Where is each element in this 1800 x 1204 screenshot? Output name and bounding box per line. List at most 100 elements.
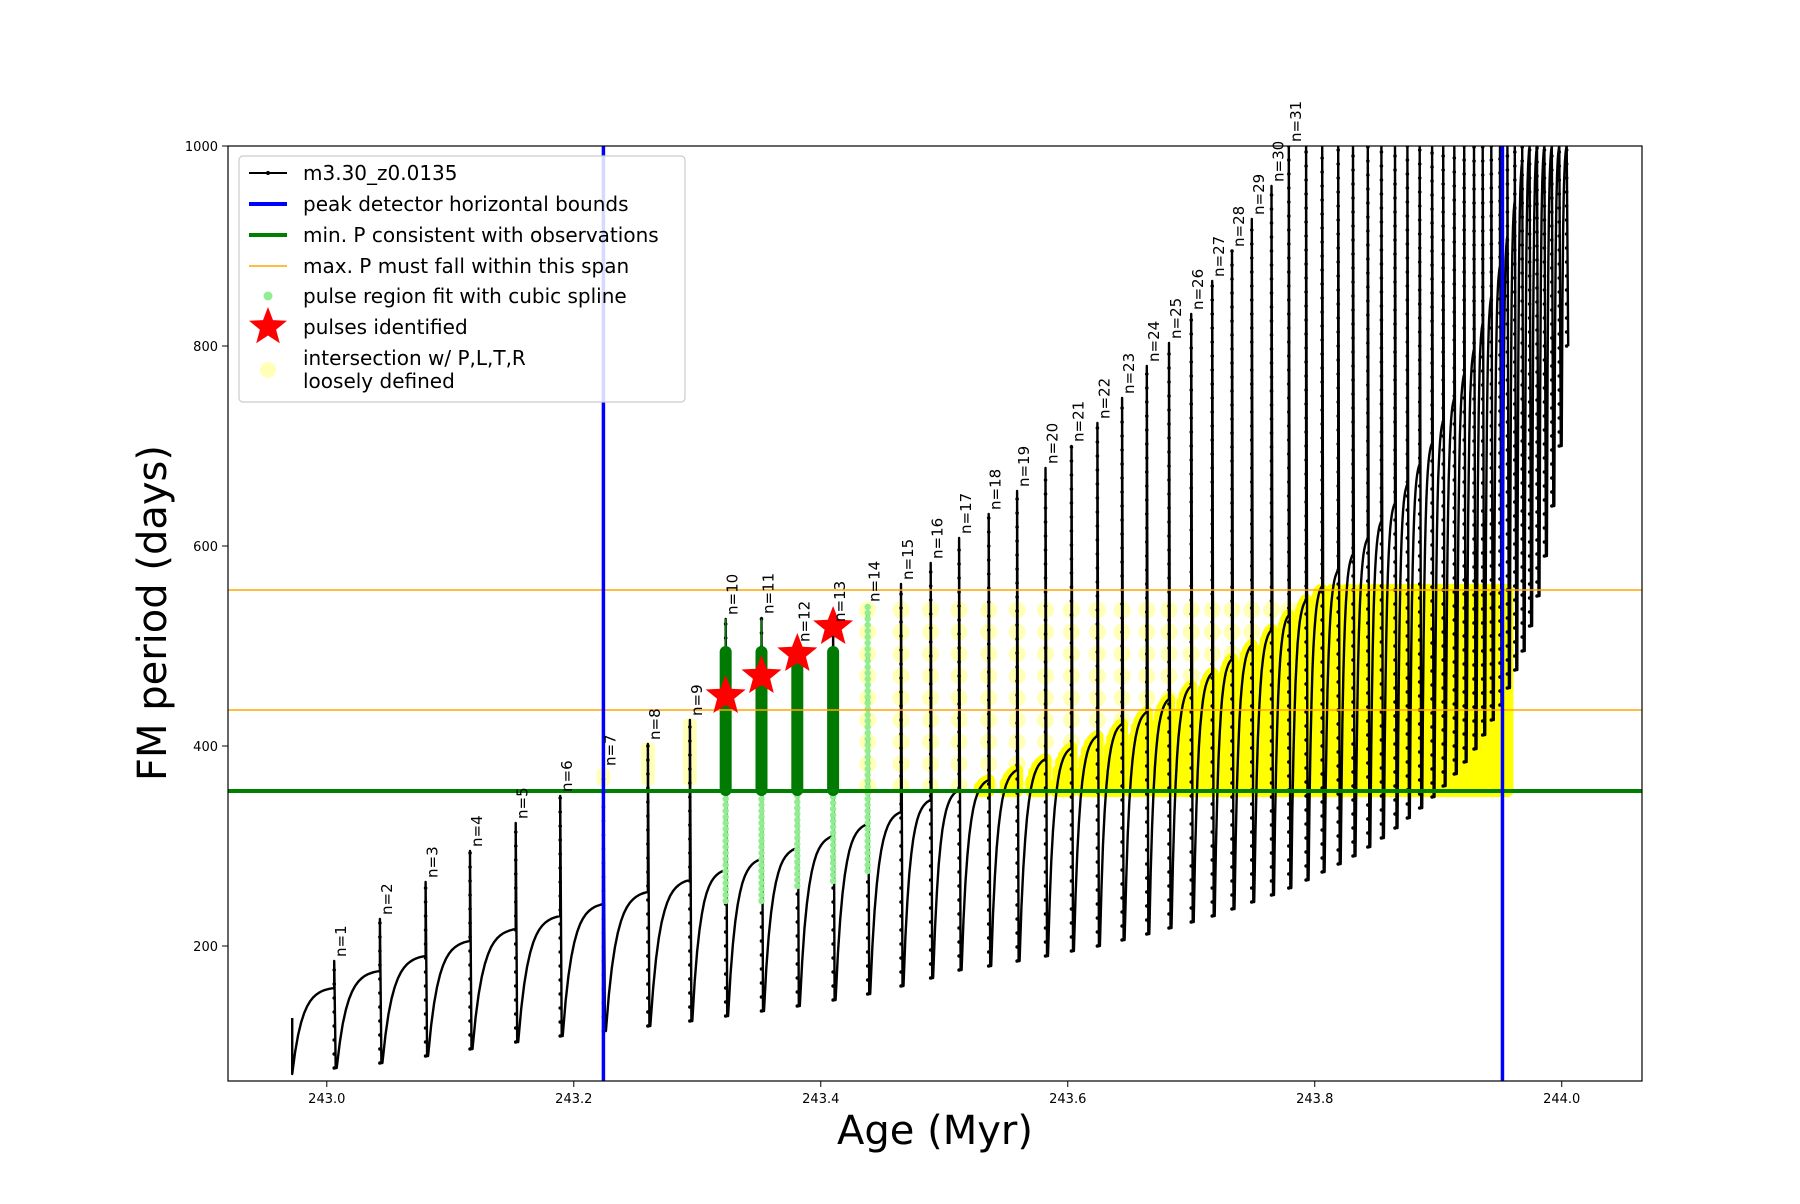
track-marker: [1249, 592, 1254, 596]
track-marker: [378, 921, 382, 925]
pulse-label: n=13: [831, 581, 849, 622]
track-marker: [1144, 400, 1149, 404]
track-marker: [1287, 830, 1291, 834]
track-marker: [1462, 648, 1466, 652]
track-marker: [1542, 148, 1547, 152]
track-marker: [1189, 612, 1194, 616]
track-marker: [928, 850, 933, 854]
track-marker: [986, 628, 991, 632]
track-marker: [1269, 557, 1274, 561]
track-marker: [1336, 414, 1341, 418]
legend-handle: [260, 362, 276, 378]
track-marker: [1550, 364, 1554, 368]
track-marker: [928, 640, 933, 644]
track-marker: [1069, 515, 1074, 519]
track-marker: [1527, 540, 1532, 544]
track-marker: [1230, 879, 1234, 883]
track-marker: [513, 914, 518, 918]
track-marker: [1405, 816, 1410, 820]
track-marker: [378, 1047, 382, 1051]
track-marker: [957, 842, 961, 846]
track-marker: [1441, 308, 1445, 312]
track-marker: [1520, 523, 1525, 527]
track-marker: [1441, 294, 1445, 298]
track-marker: [1513, 500, 1517, 504]
track-marker: [1505, 280, 1510, 284]
track-marker: [1480, 146, 1485, 149]
track-marker: [1550, 476, 1554, 480]
track-marker: [1249, 410, 1254, 414]
track-marker: [1095, 454, 1100, 458]
track-marker: [513, 1040, 518, 1044]
track-marker: [1210, 900, 1215, 904]
track-marker: [1269, 389, 1274, 393]
track-marker: [1513, 360, 1517, 364]
spline-dot: [864, 711, 871, 719]
track-marker: [1230, 333, 1234, 337]
track-marker: [899, 970, 903, 974]
track-marker: [1320, 170, 1324, 174]
track-marker: [1336, 820, 1341, 824]
track-marker: [1043, 730, 1048, 734]
pulse-label: n=6: [558, 760, 576, 792]
track-marker: [1167, 842, 1171, 846]
track-marker: [332, 1038, 337, 1042]
track-marker: [1441, 686, 1445, 690]
track-marker: [1557, 276, 1562, 280]
track-marker: [1527, 302, 1532, 306]
track-marker: [957, 912, 961, 916]
track-marker: [1472, 579, 1476, 583]
track-marker: [1480, 173, 1485, 177]
track-marker: [1462, 718, 1466, 722]
track-marker: [899, 984, 903, 988]
track-marker: [1550, 406, 1554, 410]
track-marker: [831, 956, 835, 960]
track-marker: [1535, 454, 1539, 458]
track-marker: [1480, 467, 1485, 471]
track-marker: [723, 972, 728, 976]
track-marker: [1120, 644, 1124, 648]
track-marker: [1417, 288, 1422, 292]
track-marker: [1452, 170, 1457, 174]
track-marker: [1480, 383, 1485, 387]
track-marker: [1144, 820, 1149, 824]
track-marker: [1095, 482, 1100, 486]
track-marker: [1304, 430, 1308, 434]
track-marker: [1336, 498, 1341, 502]
track-marker: [1513, 206, 1517, 210]
track-marker: [1452, 646, 1457, 650]
track-marker: [1379, 388, 1384, 392]
track-marker: [1527, 428, 1532, 432]
track-marker: [1120, 784, 1124, 788]
track-marker: [1527, 190, 1532, 194]
track-marker: [1441, 280, 1445, 284]
track-marker: [1480, 537, 1485, 541]
track-marker: [1336, 554, 1341, 558]
track-marker: [1304, 864, 1308, 868]
track-marker: [1095, 692, 1100, 696]
track-marker: [1120, 854, 1124, 858]
track-marker: [1230, 683, 1234, 687]
track-marker: [1230, 697, 1234, 701]
pulse-label: n=4: [468, 815, 486, 847]
track-marker: [646, 744, 650, 748]
track-marker: [1527, 456, 1532, 460]
track-marker: [1320, 478, 1324, 482]
spline-dot: [794, 798, 801, 806]
track-marker: [1393, 756, 1397, 760]
track-marker: [1441, 238, 1445, 242]
track-marker: [899, 592, 903, 596]
spline-dot: [864, 795, 871, 803]
track-marker: [1393, 798, 1397, 802]
track-marker: [1189, 850, 1194, 854]
track-marker: [1379, 654, 1384, 658]
track-marker: [1043, 702, 1048, 706]
track-marker: [1120, 476, 1124, 480]
track-marker: [1480, 201, 1485, 205]
track-marker: [1513, 416, 1517, 420]
track-marker: [1430, 403, 1434, 407]
track-marker: [1472, 201, 1476, 205]
track-marker: [1351, 406, 1355, 410]
track-marker: [1393, 448, 1397, 452]
track-marker: [1520, 341, 1525, 345]
